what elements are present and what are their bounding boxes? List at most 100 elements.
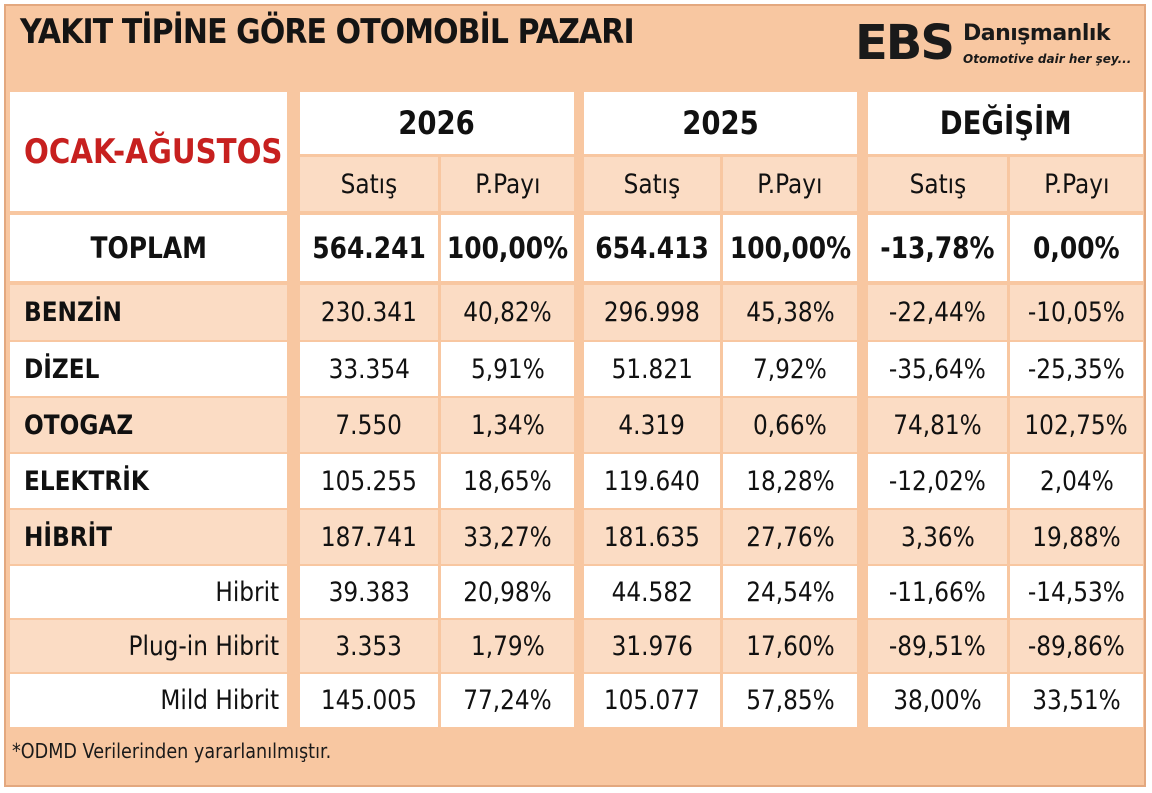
column-sub-header: P.Payı <box>723 157 857 211</box>
fuel-row-label: Plug-in Hibrit <box>10 620 287 672</box>
table-value-cell: 230.341 <box>300 285 438 340</box>
column-sub-header: Satış <box>868 157 1007 211</box>
total-value-cell: -13,78% <box>868 215 1007 281</box>
footnote: *ODMD Verilerinden yararlanılmıştır. <box>12 739 332 763</box>
table-value-cell: 27,76% <box>723 510 857 564</box>
table-value-cell: 24,54% <box>723 566 857 618</box>
table-value-cell: -11,66% <box>868 566 1007 618</box>
total-value-cell: 654.413 <box>584 215 720 281</box>
table-value-cell-text: 20,98% <box>463 576 552 608</box>
table-value-cell-text: 230.341 <box>320 297 418 328</box>
table-value-cell: -89,86% <box>1010 620 1143 672</box>
table-value-cell-text: 296.998 <box>603 297 701 328</box>
table-value-cell: -89,51% <box>868 620 1007 672</box>
table-value-cell: 74,81% <box>868 398 1007 452</box>
table-value-cell: 45,38% <box>723 285 857 340</box>
table-value-cell: 7,92% <box>723 342 857 396</box>
table-value-cell: 77,24% <box>441 674 574 727</box>
table-value-cell-text: 3,36% <box>900 521 975 553</box>
table-value-cell-text: 7.550 <box>335 409 403 441</box>
fuel-row-label: DİZEL <box>10 342 287 396</box>
table-value-cell: 0,66% <box>723 398 857 452</box>
table-value-cell: 33,51% <box>1010 674 1143 727</box>
fuel-row-label: OTOGAZ <box>10 398 287 452</box>
fuel-row-label: BENZİN <box>10 285 287 340</box>
table-value-cell: 145.005 <box>300 674 438 727</box>
column-group-header-text: 2025 <box>682 104 759 142</box>
table-value-cell: -14,53% <box>1010 566 1143 618</box>
table-value-cell: 31.976 <box>584 620 720 672</box>
table-value-cell-text: 7,92% <box>753 353 827 385</box>
table-value-cell-text: 181.635 <box>603 521 701 553</box>
table-value-cell-text: -12,02% <box>889 465 986 497</box>
fuel-row-label: ELEKTRİK <box>10 454 287 508</box>
table-value-cell-text: 105.077 <box>603 685 701 716</box>
column-sub-header-text: P.Payı <box>474 168 541 200</box>
fuel-row-label-text: BENZİN <box>24 297 122 328</box>
total-value-cell-text: 100,00% <box>446 231 569 265</box>
table-value-cell: 296.998 <box>584 285 720 340</box>
table-value-cell: 187.741 <box>300 510 438 564</box>
column-sub-header: Satış <box>300 157 438 211</box>
table-value-cell-text: 51.821 <box>611 353 693 385</box>
table-value-cell: 3.353 <box>300 620 438 672</box>
table-value-cell: 105.255 <box>300 454 438 508</box>
table-value-cell-text: 77,24% <box>463 685 552 716</box>
table-value-cell-text: 38,00% <box>893 685 982 716</box>
table-value-cell: 38,00% <box>868 674 1007 727</box>
fuel-row-label-text: ELEKTRİK <box>24 465 149 497</box>
table-value-cell: 3,36% <box>868 510 1007 564</box>
table-value-cell: -10,05% <box>1010 285 1143 340</box>
table-value-cell: 44.582 <box>584 566 720 618</box>
column-sub-header-text: P.Payı <box>1043 168 1110 200</box>
column-group-header-text: DEĞİŞİM <box>939 104 1072 142</box>
table-value-cell-text: 3.353 <box>335 630 403 662</box>
table-value-cell-text: 74,81% <box>893 409 982 441</box>
table-value-cell: 33.354 <box>300 342 438 396</box>
total-value-cell: 0,00% <box>1010 215 1143 281</box>
brand-logo: EBS Danışmanlık Otomotive dair her şey..… <box>855 18 1145 78</box>
logo-tagline: Otomotive dair her şey... <box>963 52 1132 66</box>
table-value-cell-text: -22,44% <box>889 297 986 328</box>
table-value-cell-text: 119.640 <box>603 465 701 497</box>
table-value-cell: 18,28% <box>723 454 857 508</box>
column-sub-header-text: Satış <box>909 168 966 200</box>
table-value-cell: 57,85% <box>723 674 857 727</box>
total-value-cell: 100,00% <box>441 215 574 281</box>
table-value-cell-text: 1,34% <box>470 409 545 441</box>
fuel-row-label: Hibrit <box>10 566 287 618</box>
table-value-cell-text: 18,65% <box>463 465 552 497</box>
table-value-cell: 33,27% <box>441 510 574 564</box>
table-value-cell-text: 33.354 <box>328 353 410 385</box>
page-title: YAKIT TİPİNE GÖRE OTOMOBİL PAZARI <box>20 12 635 52</box>
table-value-cell: 119.640 <box>584 454 720 508</box>
table-value-cell-text: 187.741 <box>320 521 418 553</box>
table-value-cell-text: -25,35% <box>1028 353 1125 385</box>
table-value-cell: 4.319 <box>584 398 720 452</box>
fuel-row-label: HİBRİT <box>10 510 287 564</box>
table-value-cell: 5,91% <box>441 342 574 396</box>
table-value-cell: 18,65% <box>441 454 574 508</box>
table-value-cell-text: 102,75% <box>1024 409 1129 441</box>
table-value-cell-text: 2,04% <box>1039 465 1114 497</box>
table-value-cell-text: 39.383 <box>328 576 410 608</box>
table-value-cell-text: 24,54% <box>745 576 835 608</box>
table-value-cell-text: 5,91% <box>470 353 545 385</box>
logo-name: Danışmanlık <box>963 21 1111 46</box>
table-value-cell-text: 18,28% <box>745 465 835 497</box>
table-value-cell-text: -35,64% <box>889 353 986 385</box>
total-value-cell-text: 100,00% <box>729 231 851 265</box>
fuel-row-label-text: DİZEL <box>24 353 100 385</box>
table-value-cell-text: 0,66% <box>753 409 827 441</box>
period-label-text: OCAK-AĞUSTOS <box>24 131 283 172</box>
table-value-cell-text: 44.582 <box>611 576 693 608</box>
table-value-cell-text: 33,51% <box>1032 685 1121 716</box>
period-label: OCAK-AĞUSTOS <box>10 92 287 211</box>
fuel-row-label-text: Mild Hibrit <box>160 685 279 716</box>
table-value-cell: 19,88% <box>1010 510 1143 564</box>
column-group-header: DEĞİŞİM <box>868 92 1143 154</box>
table-value-cell-text: 105.255 <box>320 465 418 497</box>
table-value-cell-text: -89,86% <box>1028 630 1125 662</box>
table-value-cell: 17,60% <box>723 620 857 672</box>
fuel-row-label-text: HİBRİT <box>24 521 113 553</box>
